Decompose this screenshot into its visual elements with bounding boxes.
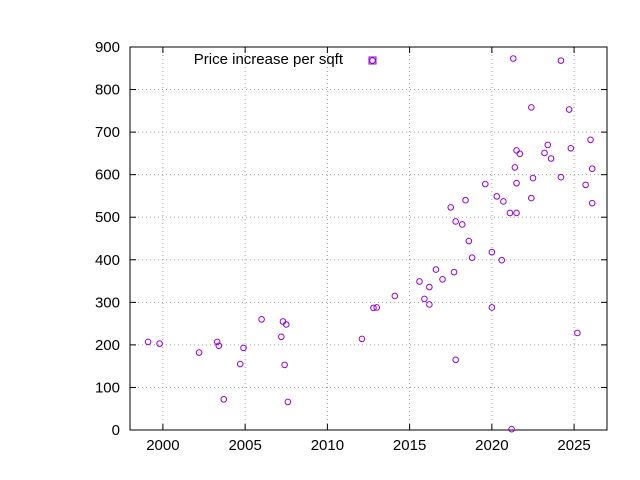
data-point: [481, 180, 489, 188]
data-point: [156, 340, 163, 347]
data-point: [588, 199, 596, 207]
data-point: [547, 155, 555, 162]
data-point: [416, 278, 423, 285]
x-tick-label: 2020: [475, 437, 508, 454]
legend-marker-point: [369, 57, 376, 64]
data-point: [220, 396, 228, 403]
x-tick-label: 2015: [393, 437, 426, 454]
data-point: [516, 150, 524, 158]
data-point: [462, 196, 469, 204]
data-point: [391, 292, 399, 300]
data-point: [236, 360, 244, 368]
data-point: [488, 248, 496, 256]
data-point: [506, 209, 514, 217]
data-point: [498, 256, 506, 264]
data-point: [513, 147, 520, 154]
data-point: [468, 254, 476, 261]
data-point: [458, 221, 466, 228]
data-point: [421, 295, 428, 303]
y-tick-label: 600: [95, 167, 120, 184]
data-point: [513, 209, 520, 217]
legend: Price increase per sqft: [194, 51, 377, 68]
x-tick-label: 2005: [228, 437, 261, 454]
data-point: [240, 344, 247, 352]
data-point: [215, 342, 223, 350]
data-point: [544, 141, 552, 149]
data-point: [370, 304, 377, 312]
data-point: [528, 104, 535, 111]
data-point: [213, 338, 221, 346]
data-point: [426, 301, 433, 308]
data-point: [511, 164, 519, 171]
data-point: [284, 398, 292, 406]
data-point: [373, 304, 381, 311]
y-tick-label: 200: [95, 337, 120, 354]
y-tick-label: 0: [112, 422, 120, 439]
data-point: [452, 356, 459, 364]
data-point: [278, 333, 285, 341]
data-point: [452, 218, 459, 225]
data-point: [447, 204, 455, 211]
data-point: [195, 349, 203, 356]
x-tick-label: 2025: [557, 437, 590, 454]
data-point: [358, 335, 366, 343]
axis-ticks: [130, 46, 607, 431]
data-point: [567, 144, 575, 152]
plot-frame: [129, 46, 608, 431]
y-tick-label: 100: [95, 379, 120, 396]
data-point: [493, 193, 501, 200]
data-point: [426, 283, 433, 291]
data-point: [574, 329, 581, 337]
y-tick-label: 900: [95, 39, 120, 56]
grid-lines: [130, 47, 607, 430]
x-tick-label: 2010: [311, 437, 344, 454]
legend-label: Price increase per sqft: [194, 51, 344, 68]
data-point: [557, 173, 565, 181]
data-point: [528, 194, 535, 202]
data-point: [488, 304, 496, 311]
data-point: [508, 425, 515, 433]
data-point: [588, 165, 596, 173]
data-point: [582, 181, 589, 189]
data-point: [587, 136, 594, 144]
y-tick-label: 800: [95, 82, 120, 99]
data-point: [529, 174, 537, 182]
y-tick-label: 500: [95, 209, 120, 226]
data-point: [513, 179, 520, 187]
data-point: [281, 361, 288, 369]
data-point: [541, 149, 548, 157]
data-point: [258, 316, 265, 323]
data-point: [465, 237, 473, 245]
data-point: [144, 338, 152, 346]
data-point: [439, 276, 446, 283]
legend-marker: [368, 56, 377, 65]
data-point: [557, 57, 565, 64]
y-tick-label: 400: [95, 252, 120, 269]
data-point: [565, 106, 573, 113]
data-point: [432, 266, 440, 273]
data-points: [144, 55, 596, 433]
y-tick-label: 700: [95, 124, 120, 141]
data-point: [509, 55, 517, 62]
tick-labels: 2000 2005 2010 2015 2020 2025 0 100 200 300 400 500…: [95, 39, 591, 454]
data-point: [282, 321, 290, 328]
data-point: [450, 268, 458, 276]
y-tick-label: 300: [95, 294, 120, 311]
x-tick-label: 2000: [146, 437, 179, 454]
data-point: [500, 198, 507, 205]
